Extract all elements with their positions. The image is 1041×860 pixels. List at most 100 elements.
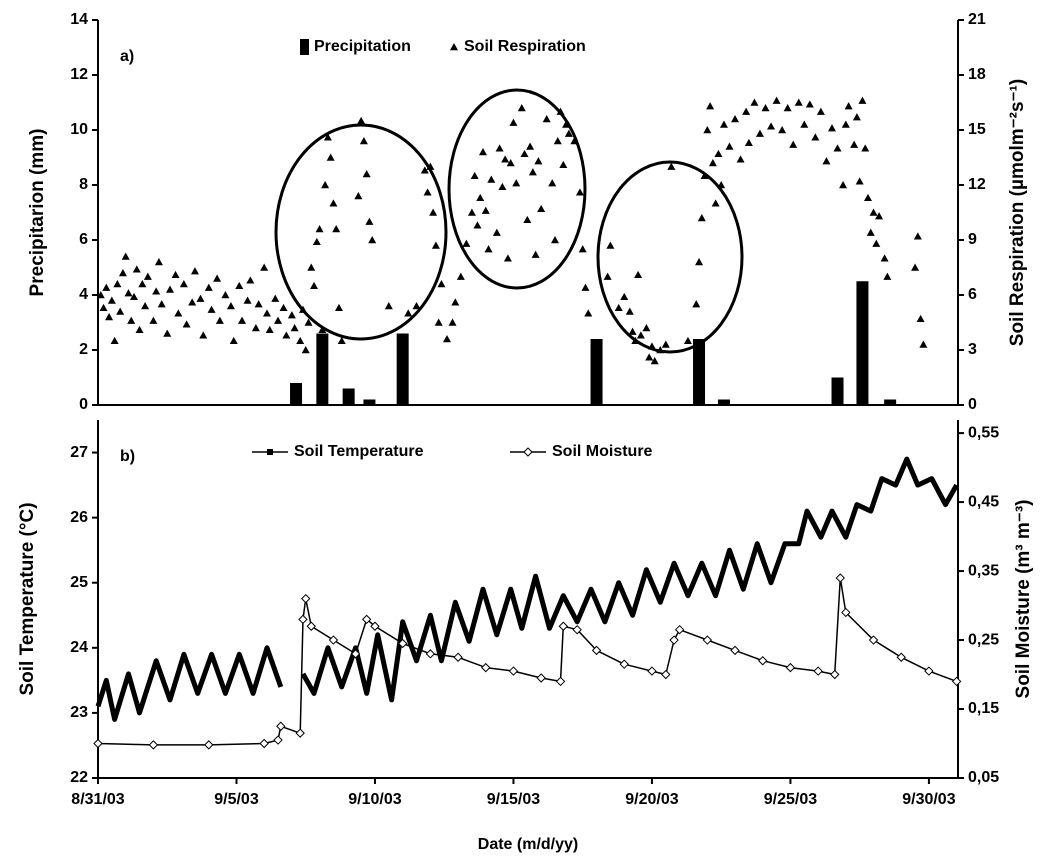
scatter-point bbox=[822, 157, 831, 165]
scatter-point bbox=[229, 336, 238, 345]
scatter-point bbox=[778, 126, 787, 134]
scatter-point bbox=[883, 272, 892, 280]
y2-tick-label: 0,45 bbox=[968, 493, 999, 510]
scatter-point bbox=[113, 280, 122, 288]
scatter-point bbox=[913, 232, 922, 240]
scatter-point bbox=[110, 336, 119, 345]
line-marker bbox=[350, 649, 361, 659]
scatter-point bbox=[166, 285, 175, 293]
scatter-point bbox=[620, 292, 629, 301]
scatter-point bbox=[551, 236, 560, 244]
y2-tick-label: 0,55 bbox=[968, 424, 999, 441]
scatter-point bbox=[357, 116, 366, 125]
scatter-point bbox=[243, 296, 252, 304]
scatter-point bbox=[517, 104, 526, 112]
y2-tick-label: 12 bbox=[968, 176, 986, 193]
bar bbox=[856, 281, 869, 405]
scatter-point bbox=[354, 192, 363, 200]
scatter-point bbox=[869, 208, 878, 216]
x-tick-label: 8/31/03 bbox=[71, 791, 124, 808]
y2-tick-label: 6 bbox=[968, 286, 977, 303]
bar bbox=[717, 399, 730, 405]
line-marker bbox=[830, 669, 840, 680]
scatter-point bbox=[875, 212, 884, 220]
scatter-point bbox=[858, 96, 867, 104]
legend-swatch bbox=[300, 39, 309, 55]
bar bbox=[290, 383, 303, 405]
scatter-point bbox=[575, 188, 584, 196]
scatter-point bbox=[503, 254, 512, 262]
scatter-point bbox=[260, 263, 269, 271]
y2-tick-label: 0,35 bbox=[968, 562, 999, 579]
y2-axis-label: Soil Respiration (µmolm⁻²s⁻¹) bbox=[1007, 79, 1028, 346]
y-tick-label: 27 bbox=[70, 444, 88, 461]
scatter-point bbox=[332, 225, 341, 233]
line-marker bbox=[951, 676, 962, 687]
scatter-point bbox=[833, 144, 842, 152]
y2-tick-label: 0,05 bbox=[968, 769, 999, 786]
scatter-point bbox=[841, 120, 850, 128]
scatter-point bbox=[506, 159, 515, 167]
scatter-point bbox=[542, 115, 551, 123]
scatter-point bbox=[154, 258, 163, 266]
scatter-point bbox=[492, 228, 501, 236]
scatter-point bbox=[606, 241, 615, 249]
bar bbox=[316, 333, 329, 405]
line-marker bbox=[370, 621, 380, 631]
scatter-point bbox=[725, 142, 734, 150]
scatter-point bbox=[213, 274, 222, 282]
scatter-point bbox=[714, 149, 723, 158]
scatter-point bbox=[326, 153, 335, 161]
scatter-point bbox=[163, 329, 172, 337]
scatter-point bbox=[149, 316, 158, 324]
scatter-point bbox=[578, 245, 587, 253]
scatter-point bbox=[321, 181, 330, 189]
scatter-point bbox=[429, 208, 438, 216]
scatter-point bbox=[855, 177, 864, 185]
scatter-point bbox=[116, 307, 125, 315]
scatter-point bbox=[647, 342, 656, 350]
scatter-point bbox=[863, 193, 872, 202]
y2-tick-label: 9 bbox=[968, 231, 977, 248]
scatter-point bbox=[188, 298, 197, 306]
scatter-point bbox=[182, 320, 191, 328]
x-tick-label: 9/30/03 bbox=[902, 791, 955, 808]
scatter-point bbox=[152, 287, 161, 295]
legend-marker bbox=[267, 449, 273, 455]
scatter-point bbox=[329, 199, 338, 207]
scatter-point bbox=[476, 193, 485, 202]
scatter-point bbox=[700, 171, 709, 180]
scatter-point bbox=[656, 346, 665, 354]
scatter-point bbox=[130, 292, 139, 301]
scatter-point bbox=[750, 98, 759, 106]
panel-label: b) bbox=[120, 448, 135, 465]
scatter-point bbox=[695, 258, 704, 266]
scatter-point bbox=[124, 289, 133, 297]
line-marker bbox=[813, 666, 823, 676]
scatter-point bbox=[911, 263, 920, 271]
y-tick-label: 12 bbox=[70, 66, 88, 83]
line-marker bbox=[661, 669, 671, 680]
scatter-point bbox=[456, 272, 465, 280]
scatter-point bbox=[872, 239, 881, 247]
scatter-point bbox=[312, 237, 321, 246]
scatter-point bbox=[420, 166, 429, 174]
scatter-point bbox=[625, 307, 634, 315]
line-marker bbox=[591, 645, 602, 656]
line-marker bbox=[259, 738, 269, 749]
line-marker bbox=[572, 624, 582, 635]
scatter-point bbox=[661, 340, 670, 348]
y-tick-label: 10 bbox=[70, 121, 88, 138]
scatter-point bbox=[692, 300, 701, 308]
y-tick-label: 2 bbox=[79, 341, 88, 358]
scatter-point bbox=[512, 179, 521, 187]
scatter-point bbox=[221, 291, 230, 299]
y-tick-label: 26 bbox=[70, 509, 88, 526]
scatter-point bbox=[852, 113, 861, 121]
scatter-point bbox=[426, 162, 435, 170]
scatter-point bbox=[708, 159, 717, 167]
y-tick-label: 23 bbox=[70, 704, 88, 721]
legend-label: Soil Temperature bbox=[294, 443, 424, 460]
y-tick-label: 14 bbox=[70, 11, 88, 28]
scatter-point bbox=[767, 122, 776, 130]
